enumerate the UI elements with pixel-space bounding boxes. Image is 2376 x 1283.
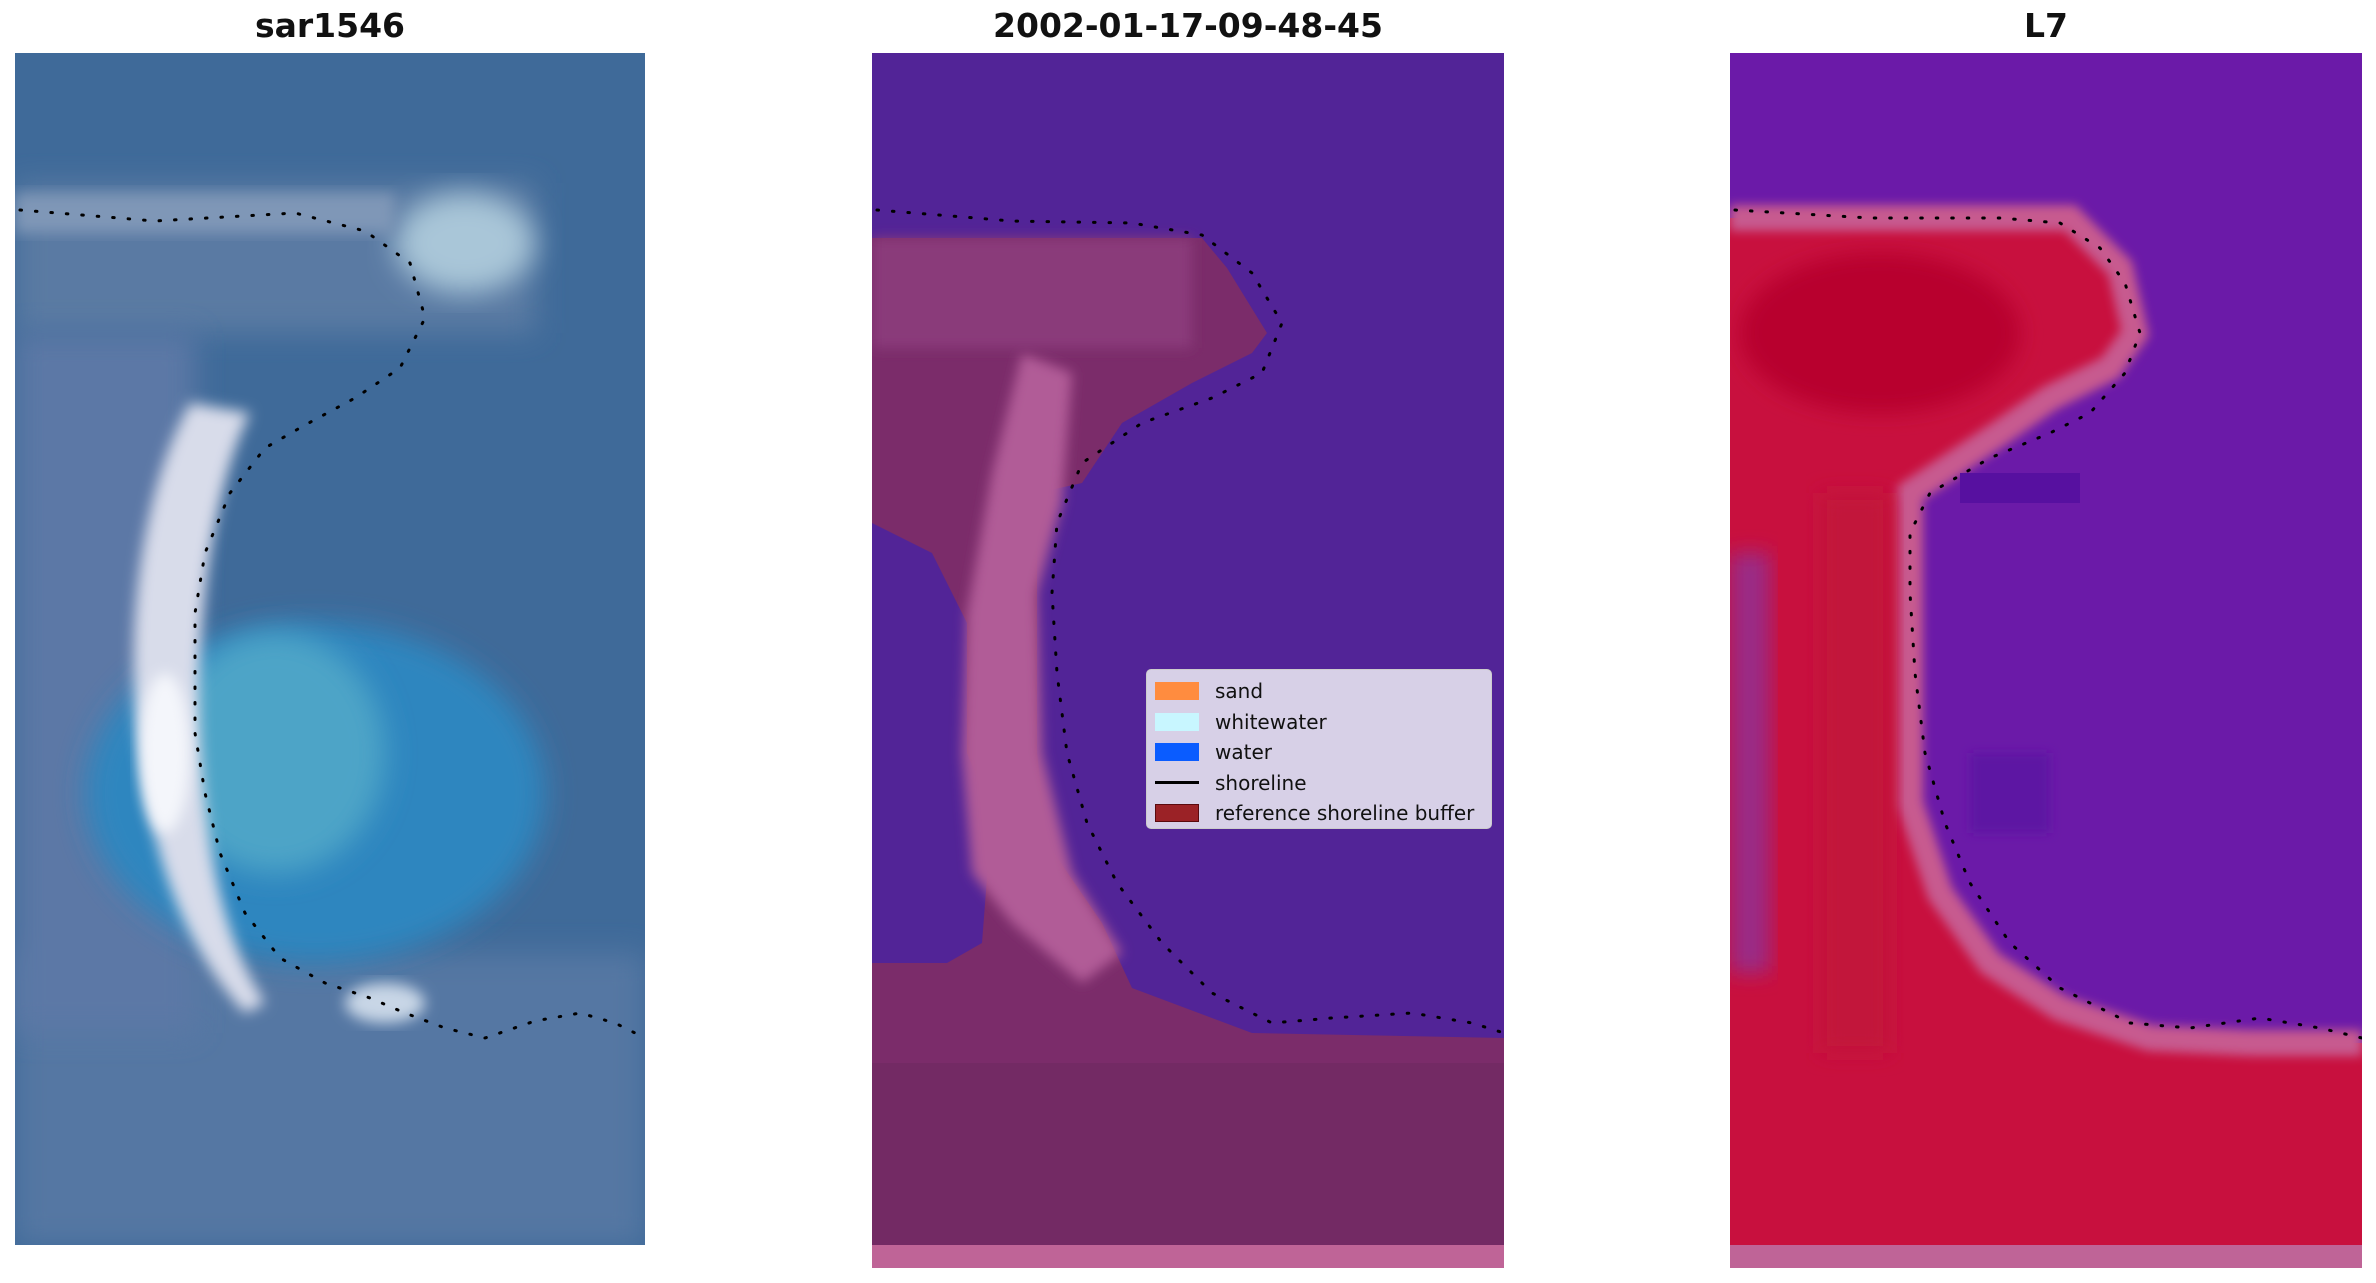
classified-image <box>872 53 1504 1268</box>
legend-label: whitewater <box>1215 709 1327 734</box>
panel-title-ndwi: L7 <box>2024 6 2068 45</box>
ndwi-image-panel <box>1730 53 2362 1268</box>
legend-label: shoreline <box>1215 770 1307 795</box>
legend-item-water: water <box>1155 737 1481 768</box>
rgb-image <box>15 53 645 1245</box>
rgb-image-panel <box>15 53 645 1245</box>
legend-label: sand <box>1215 679 1264 704</box>
legend: sand whitewater water shoreline referenc… <box>1146 669 1492 829</box>
legend-label: water <box>1215 740 1272 765</box>
legend-item-shoreline: shoreline <box>1155 768 1481 799</box>
classified-image-panel <box>872 53 1504 1268</box>
panel-title-rgb: sar1546 <box>254 6 406 45</box>
ndwi-image <box>1730 53 2362 1268</box>
sand-swatch <box>1155 682 1199 701</box>
legend-item-whitewater: whitewater <box>1155 707 1481 738</box>
legend-item-buffer: reference shoreline buffer <box>1155 798 1481 829</box>
panel-title-classified: 2002-01-17-09-48-45 <box>993 6 1383 45</box>
buffer-swatch <box>1155 804 1199 823</box>
legend-label: reference shoreline buffer <box>1215 801 1475 826</box>
water-swatch <box>1155 743 1199 762</box>
legend-item-sand: sand <box>1155 676 1481 707</box>
whitewater-swatch <box>1155 712 1199 731</box>
shoreline-line-swatch <box>1155 781 1199 785</box>
